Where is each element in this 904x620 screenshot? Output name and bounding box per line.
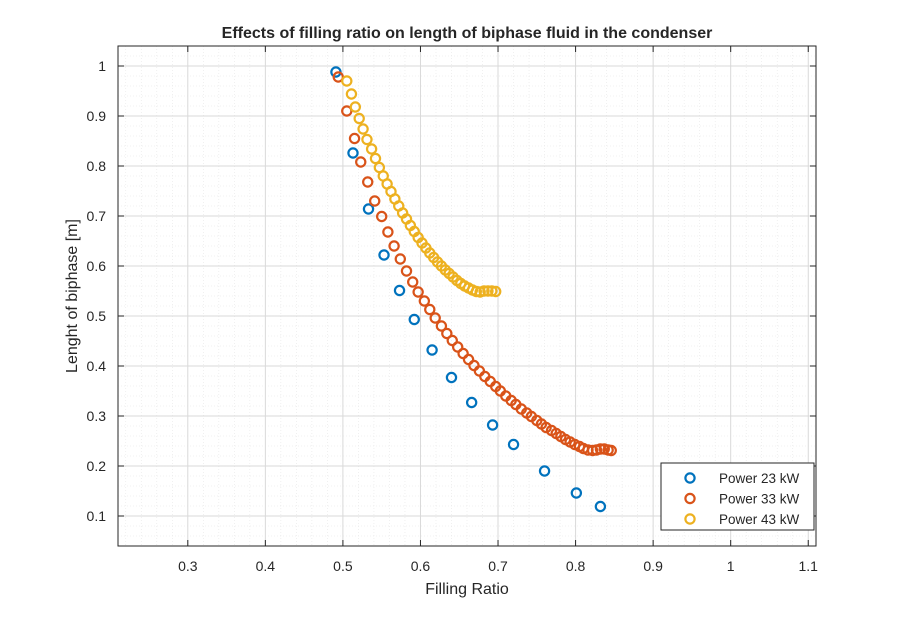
y-tick-label: 0.7 (87, 208, 107, 224)
data-point (407, 276, 419, 288)
y-tick-label: 0.6 (87, 258, 107, 274)
data-point (507, 438, 520, 451)
minor-grid (118, 45, 816, 547)
data-point (412, 286, 424, 298)
data-point (393, 284, 406, 297)
data-point (369, 152, 382, 165)
y-tick-label: 0.9 (87, 108, 107, 124)
data-point (424, 303, 436, 316)
y-tick-label: 0.2 (87, 458, 107, 474)
data-point (446, 334, 458, 347)
data-point (361, 133, 373, 146)
x-tick-labels: 0.3 0.4 0.5 0.6 0.7 0.8 0.9 1 1.1 (178, 558, 818, 574)
legend-label: Power 23 kW (719, 471, 800, 486)
data-point (365, 143, 378, 155)
data-point (489, 285, 502, 298)
data-point (349, 101, 362, 113)
data-point (605, 444, 617, 457)
y-tick-label: 0.4 (87, 358, 107, 374)
x-tick-label: 0.7 (488, 558, 508, 574)
axis-ticks (118, 46, 816, 546)
y-tick-label: 0.3 (87, 408, 107, 424)
data-series (330, 66, 617, 513)
x-tick-label: 0.3 (178, 558, 198, 574)
data-point (357, 123, 369, 135)
data-point (341, 75, 353, 87)
data-point (478, 285, 490, 297)
data-point (353, 112, 365, 125)
data-point (369, 195, 381, 207)
y-axis-label: Lenght of biphase [m] (64, 219, 81, 373)
legend: Power 23 kW Power 33 kW Power 43 kW (660, 462, 815, 531)
data-point (347, 147, 359, 159)
data-point (451, 341, 464, 353)
data-point (570, 487, 583, 499)
x-tick-label: 0.8 (566, 558, 586, 574)
data-point (465, 396, 478, 409)
data-point (426, 344, 438, 356)
x-tick-label: 0.6 (411, 558, 431, 574)
data-point (538, 465, 551, 477)
data-point (375, 210, 388, 223)
legend-label: Power 33 kW (719, 492, 800, 507)
x-tick-label: 0.4 (256, 558, 276, 574)
data-point (594, 443, 607, 455)
data-point (355, 156, 367, 168)
data-point (362, 176, 374, 188)
y-tick-label: 0.8 (87, 158, 107, 174)
chart-title: Effects of filling ratio on length of bi… (222, 25, 713, 42)
data-point (348, 132, 361, 145)
y-tick-label: 1 (98, 58, 106, 74)
data-point (429, 312, 441, 324)
data-point (482, 285, 494, 297)
data-point (435, 320, 448, 332)
x-axis-label: Filling Ratio (425, 581, 509, 598)
data-point (388, 240, 400, 252)
data-point (441, 327, 453, 340)
x-tick-label: 1 (727, 558, 735, 574)
series-2 (332, 71, 617, 457)
data-point (400, 265, 413, 277)
data-point (408, 313, 420, 326)
data-point (418, 295, 431, 307)
y-tick-label: 0.5 (87, 308, 107, 324)
major-grid (118, 46, 816, 546)
x-tick-label: 0.5 (333, 558, 353, 574)
legend-marker (684, 513, 696, 525)
data-point (486, 419, 499, 431)
legend-marker (684, 472, 696, 484)
x-tick-label: 0.9 (643, 558, 663, 574)
data-point (345, 88, 358, 100)
data-point (382, 226, 394, 238)
data-point (378, 249, 390, 261)
legend-label: Power 43 kW (719, 512, 800, 527)
y-tick-labels: 0.1 0.2 0.3 0.4 0.5 0.6 0.7 0.8 0.9 1 (87, 58, 107, 524)
y-tick-label: 0.1 (87, 508, 107, 524)
legend-marker (684, 492, 696, 505)
data-point (394, 253, 407, 265)
x-tick-label: 1.1 (799, 558, 819, 574)
data-point (362, 203, 375, 215)
data-point (445, 371, 458, 384)
series-3 (341, 75, 502, 298)
axes-box (117, 45, 817, 547)
data-point (594, 500, 607, 513)
